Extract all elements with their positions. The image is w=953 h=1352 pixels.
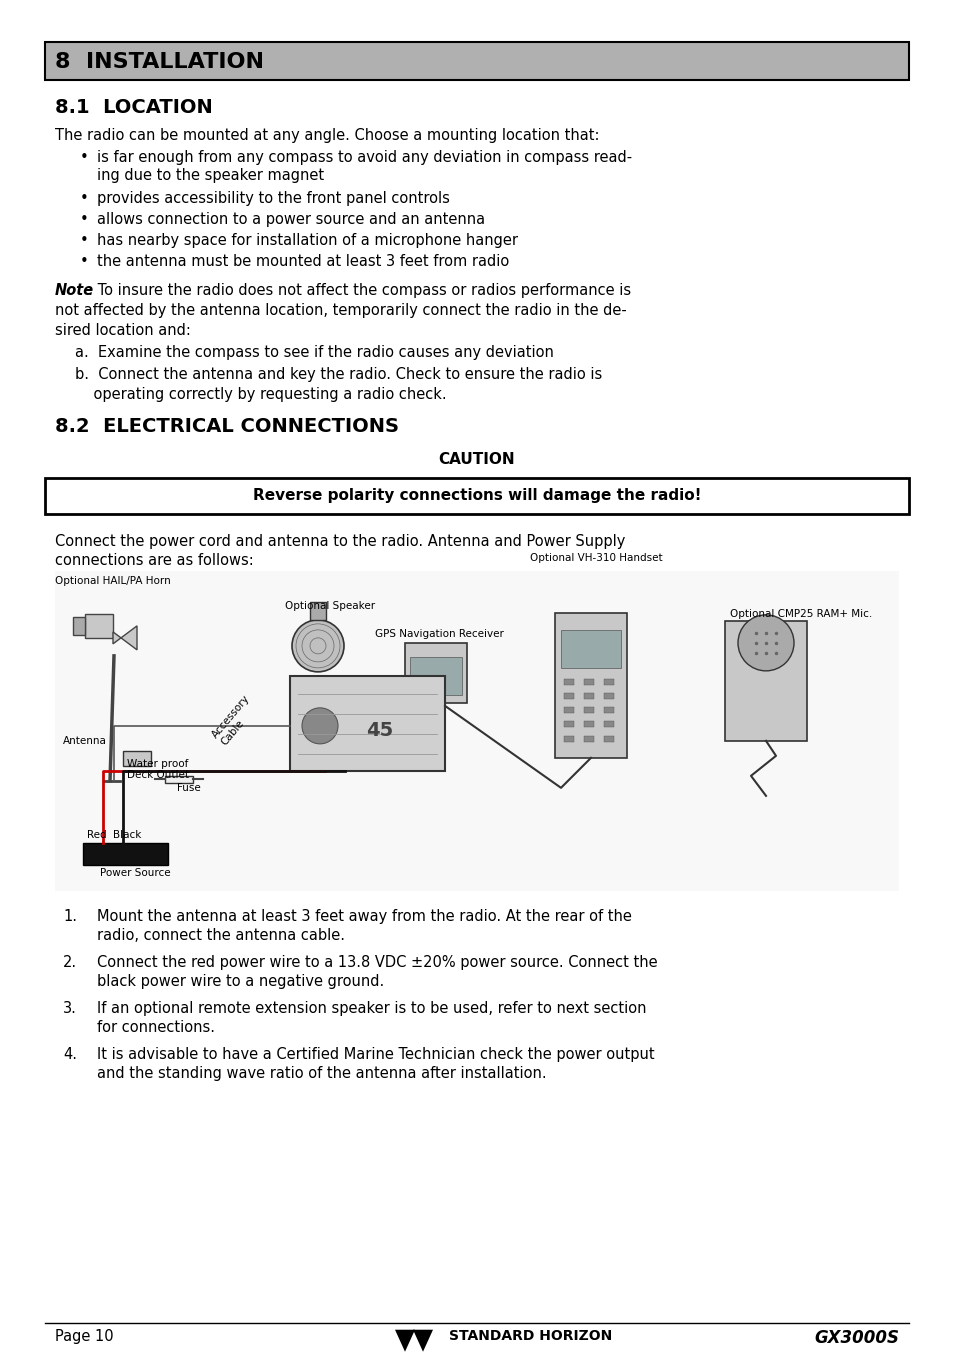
- Bar: [310, 602, 326, 619]
- Polygon shape: [112, 626, 137, 650]
- Text: The radio can be mounted at any angle. Choose a mounting location that:: The radio can be mounted at any angle. C…: [55, 128, 598, 143]
- Text: Mount the antenna at least 3 feet away from the radio. At the rear of the: Mount the antenna at least 3 feet away f…: [97, 909, 631, 923]
- Text: sired location and:: sired location and:: [55, 323, 191, 338]
- Text: : To insure the radio does not affect the compass or radios performance is: : To insure the radio does not affect th…: [88, 283, 631, 297]
- Bar: [560, 630, 620, 668]
- Text: ing due to the speaker magnet: ing due to the speaker magnet: [97, 169, 324, 184]
- Bar: [555, 612, 626, 758]
- Bar: [123, 750, 151, 765]
- Text: 4.: 4.: [63, 1046, 77, 1061]
- Text: radio, connect the antenna cable.: radio, connect the antenna cable.: [97, 927, 345, 942]
- Text: Water proof
Deck Outlet: Water proof Deck Outlet: [127, 758, 189, 780]
- Text: 2.: 2.: [63, 955, 77, 969]
- Bar: [410, 657, 461, 695]
- Bar: [563, 692, 574, 699]
- Bar: [583, 721, 594, 727]
- Text: the antenna must be mounted at least 3 feet from radio: the antenna must be mounted at least 3 f…: [97, 254, 509, 269]
- Text: •: •: [80, 212, 89, 227]
- Circle shape: [292, 619, 344, 672]
- Text: Fuse: Fuse: [177, 783, 200, 792]
- Text: Red: Red: [87, 830, 107, 840]
- Text: a.  Examine the compass to see if the radio causes any deviation: a. Examine the compass to see if the rad…: [75, 345, 554, 360]
- Polygon shape: [395, 1330, 415, 1352]
- Bar: [290, 676, 444, 771]
- Bar: [563, 707, 574, 713]
- Text: CAUTION: CAUTION: [438, 452, 515, 466]
- Text: 8.1  LOCATION: 8.1 LOCATION: [55, 97, 213, 118]
- Text: •: •: [80, 191, 89, 206]
- Text: 1.: 1.: [63, 909, 77, 923]
- Text: Note: Note: [55, 283, 94, 297]
- Bar: [85, 614, 112, 638]
- Bar: [603, 721, 614, 727]
- Circle shape: [738, 615, 793, 671]
- Text: black power wire to a negative ground.: black power wire to a negative ground.: [97, 973, 384, 988]
- Bar: [563, 721, 574, 727]
- Bar: [603, 692, 614, 699]
- Bar: [405, 642, 467, 703]
- Text: Antenna: Antenna: [63, 735, 107, 746]
- Bar: [55, 571, 898, 891]
- Text: GX3000S: GX3000S: [813, 1329, 898, 1347]
- Text: Connect the power cord and antenna to the radio. Antenna and Power Supply: Connect the power cord and antenna to th…: [55, 534, 625, 549]
- Bar: [583, 707, 594, 713]
- Text: operating correctly by requesting a radio check.: operating correctly by requesting a radi…: [75, 387, 446, 402]
- Text: Black: Black: [112, 830, 141, 840]
- Text: allows connection to a power source and an antenna: allows connection to a power source and …: [97, 212, 485, 227]
- Text: 45: 45: [366, 722, 394, 741]
- Text: not affected by the antenna location, temporarily connect the radio in the de-: not affected by the antenna location, te…: [55, 303, 626, 318]
- Bar: [45, 42, 908, 80]
- Bar: [724, 621, 806, 741]
- Text: connections are as follows:: connections are as follows:: [55, 553, 253, 568]
- Text: Power Source: Power Source: [100, 868, 171, 877]
- Bar: [583, 679, 594, 685]
- Text: Connect the red power wire to a 13.8 VDC ±20% power source. Connect the: Connect the red power wire to a 13.8 VDC…: [97, 955, 657, 969]
- Text: for connections.: for connections.: [97, 1019, 214, 1034]
- Text: Optional CMP25 RAM+ Mic.: Optional CMP25 RAM+ Mic.: [729, 608, 871, 619]
- Text: Optional Speaker: Optional Speaker: [285, 600, 375, 611]
- Text: Reverse polarity connections will damage the radio!: Reverse polarity connections will damage…: [253, 488, 700, 503]
- Text: and the standing wave ratio of the antenna after installation.: and the standing wave ratio of the anten…: [97, 1065, 546, 1080]
- Bar: [583, 735, 594, 742]
- Text: provides accessibility to the front panel controls: provides accessibility to the front pane…: [97, 191, 450, 206]
- Bar: [165, 776, 193, 783]
- Text: is far enough from any compass to avoid any deviation in compass read-: is far enough from any compass to avoid …: [97, 150, 632, 165]
- Bar: [603, 735, 614, 742]
- Bar: [563, 735, 574, 742]
- Text: •: •: [80, 233, 89, 247]
- Text: 8  INSTALLATION: 8 INSTALLATION: [55, 51, 264, 72]
- Text: •: •: [80, 150, 89, 165]
- Text: STANDARD HORIZON: STANDARD HORIZON: [449, 1329, 612, 1343]
- Bar: [603, 679, 614, 685]
- Polygon shape: [413, 1330, 433, 1352]
- Text: Accessory
Cable: Accessory Cable: [210, 692, 260, 748]
- Bar: [603, 707, 614, 713]
- Text: GPS Navigation Receiver: GPS Navigation Receiver: [375, 629, 503, 639]
- Text: Optional VH-310 Handset: Optional VH-310 Handset: [530, 553, 662, 562]
- Text: Optional HAIL/PA Horn: Optional HAIL/PA Horn: [55, 576, 171, 585]
- Text: 8.2  ELECTRICAL CONNECTIONS: 8.2 ELECTRICAL CONNECTIONS: [55, 416, 398, 435]
- Bar: [45, 477, 908, 514]
- Text: Page 10: Page 10: [55, 1329, 113, 1344]
- Text: It is advisable to have a Certified Marine Technician check the power output: It is advisable to have a Certified Mari…: [97, 1046, 654, 1061]
- Text: 3.: 3.: [63, 1000, 77, 1015]
- Bar: [583, 692, 594, 699]
- Text: b.  Connect the antenna and key the radio. Check to ensure the radio is: b. Connect the antenna and key the radio…: [75, 366, 601, 381]
- Text: •: •: [80, 254, 89, 269]
- Text: If an optional remote extension speaker is to be used, refer to next section: If an optional remote extension speaker …: [97, 1000, 646, 1015]
- Bar: [83, 842, 168, 865]
- Text: has nearby space for installation of a microphone hanger: has nearby space for installation of a m…: [97, 233, 517, 247]
- Bar: [73, 617, 85, 635]
- Circle shape: [302, 708, 337, 744]
- Bar: [563, 679, 574, 685]
